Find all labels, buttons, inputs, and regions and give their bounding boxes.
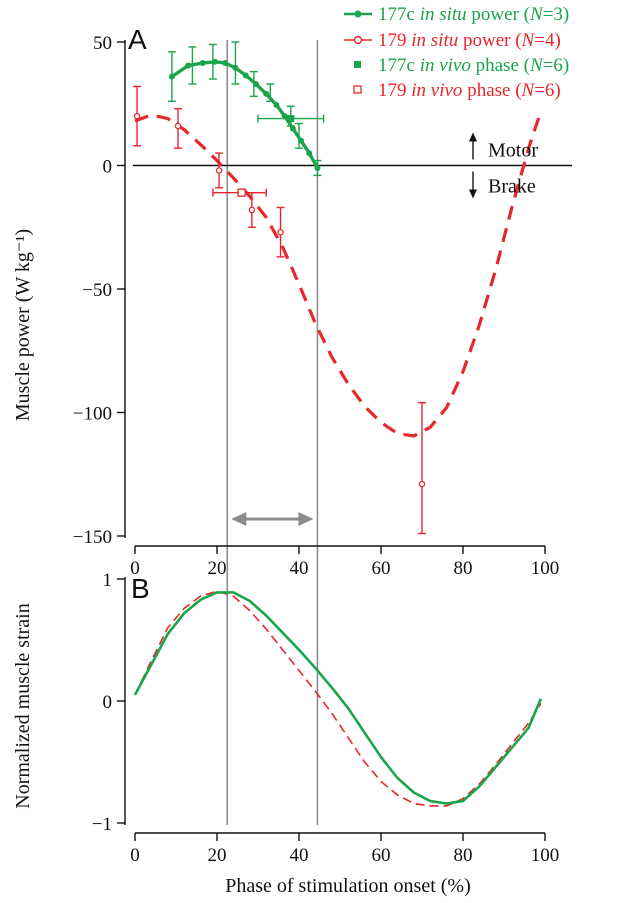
point-177c-in-situ	[306, 150, 313, 157]
panel-a-axes: 50 0 −50 −100 −150 0 20 40 60 80 100	[73, 33, 572, 579]
panel-a-letter: A	[128, 24, 147, 55]
y-tick-label-a: −100	[73, 404, 112, 425]
point-179-in-situ	[418, 480, 426, 488]
legend-marker-177c-in-vivo	[354, 61, 361, 68]
phase-range-vertical-lines	[226, 40, 319, 825]
legend-label: 177c in situ power (N=3)	[378, 4, 569, 25]
legend-marker-177c-in-situ	[354, 10, 362, 18]
brake-arrow-head	[469, 189, 477, 199]
point-177c-in-situ	[232, 64, 239, 71]
point-177c-in-situ	[263, 90, 270, 97]
point-177c-in-situ	[281, 113, 288, 120]
strain-series-177c-line	[133, 591, 543, 805]
point-179-in-vivo-phase	[237, 188, 246, 197]
point-179-in-situ	[277, 228, 284, 236]
x-tick-label-b: 100	[531, 845, 560, 866]
y-tick-label-a: 50	[93, 33, 112, 54]
panel-b-axes: 1 0 −1 0 20 40 60 80 100	[92, 570, 559, 866]
y-tick-label-b: 1	[103, 570, 113, 591]
point-179-in-situ	[174, 122, 182, 130]
legend-marker-179-in-vivo	[353, 85, 362, 94]
legend-label: 179 in vivo phase (N=6)	[378, 80, 561, 101]
point-179-in-situ	[133, 112, 141, 120]
point-177c-in-situ	[314, 164, 321, 171]
point-177c-in-situ	[242, 72, 249, 79]
y-tick-label-a: 0	[103, 157, 113, 178]
point-177c-in-situ	[298, 137, 305, 144]
legend-label: 177c in vivo phase (N=6)	[378, 55, 569, 76]
y-axis-label-a: Muscle power (W kg⁻¹)	[12, 229, 34, 421]
motor-arrow-head	[469, 132, 477, 142]
strain-series-179-line	[134, 590, 542, 807]
x-tick-label-a: 80	[454, 558, 473, 579]
panel-a-data	[133, 41, 543, 535]
point-177c-in-situ	[185, 62, 192, 69]
legend: 177c in situ power (N=3) 179 in situ powe…	[344, 4, 569, 101]
point-177c-in-situ	[211, 58, 218, 65]
x-axis-label: Phase of stimulation onset (%)	[225, 875, 471, 897]
phase-range-arrow-right-head	[298, 512, 314, 526]
panel-b-letter: B	[131, 573, 150, 604]
x-tick-label-a: 100	[531, 558, 560, 579]
point-179-in-situ	[248, 206, 256, 214]
x-tick-label-b: 40	[290, 845, 309, 866]
x-tick-label-a: 40	[290, 558, 309, 579]
point-177c-in-situ	[199, 59, 206, 66]
y-tick-label-a: −50	[82, 280, 112, 301]
phase-range-arrow-left-head	[231, 512, 247, 526]
y-tick-label-b: 0	[103, 692, 113, 713]
point-177c-in-situ	[289, 125, 296, 132]
y-tick-label-b: −1	[92, 814, 112, 835]
x-tick-label-a: 0	[130, 558, 140, 579]
x-tick-label-a: 60	[372, 558, 391, 579]
point-177c-in-situ	[273, 101, 280, 108]
point-177c-in-situ	[252, 80, 259, 87]
point-177c-in-vivo-phase	[287, 115, 295, 123]
motor-label: Motor	[488, 140, 538, 162]
x-tick-label-a: 20	[208, 558, 227, 579]
y-axis-label-b: Normalized muscle strain	[12, 603, 34, 809]
series-179-in-situ-power-line	[134, 110, 543, 438]
point-179-in-situ	[215, 167, 223, 174]
panel-b-data	[133, 590, 543, 807]
x-tick-label-b: 60	[372, 845, 391, 866]
panel-b-strain-chart: B 1 0 −1 0 20 40 60 80 100 Normalized muscle str…	[12, 570, 559, 897]
y-tick-label-a: −150	[73, 527, 112, 548]
x-tick-label-b: 0	[130, 845, 140, 866]
panel-a-annotations: Motor Brake	[231, 132, 538, 526]
legend-marker-179-in-situ	[353, 35, 363, 45]
x-tick-label-b: 20	[208, 845, 227, 866]
legend-label: 179 in situ power (N=4)	[378, 30, 561, 51]
point-177c-in-situ	[222, 59, 229, 66]
brake-label: Brake	[488, 176, 536, 198]
point-177c-in-situ	[168, 73, 175, 80]
x-tick-label-b: 80	[454, 845, 473, 866]
